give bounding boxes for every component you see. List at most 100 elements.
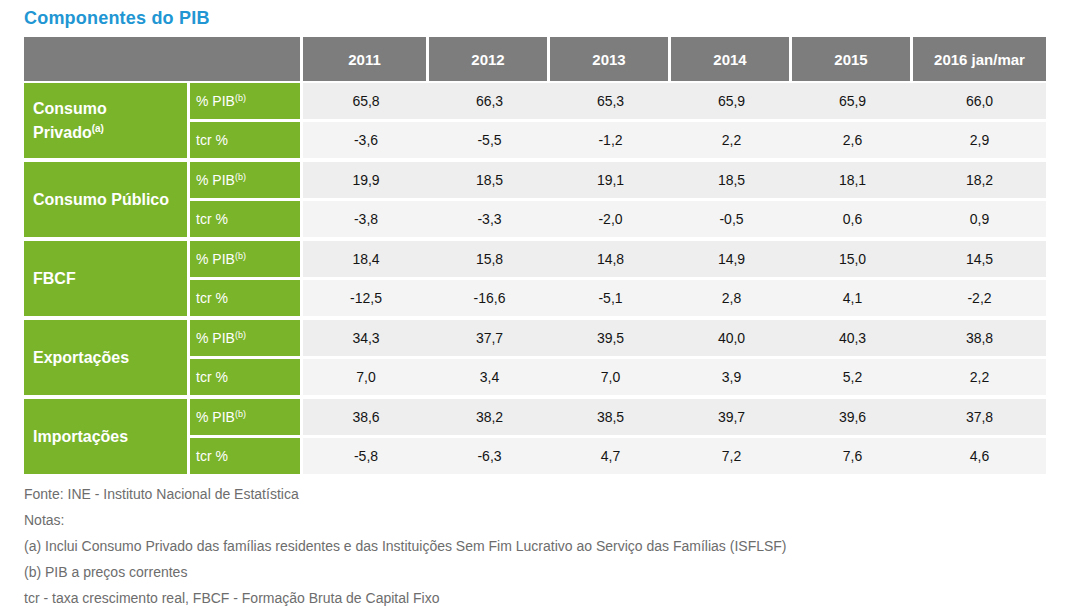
pib-row: % PIB(b)19,918,519,118,518,118,2 bbox=[190, 162, 1046, 198]
value-cell: 18,2 bbox=[913, 162, 1046, 198]
value-cell: 19,1 bbox=[550, 162, 671, 198]
column-header-2016: 2016 jan/mar bbox=[913, 37, 1046, 81]
pib-row: % PIB(b)65,866,365,365,965,966,0 bbox=[190, 83, 1046, 119]
note-tcr: tcr - taxa crescimento real, FBCF - Form… bbox=[24, 590, 1070, 606]
data-row-values: 18,415,814,814,915,014,5 bbox=[303, 241, 1046, 277]
source-note: Fonte: INE - Instituto Nacional de Estat… bbox=[24, 486, 1070, 502]
metric-label: % PIB bbox=[196, 409, 235, 425]
category-cell: Consumo Público bbox=[24, 162, 187, 237]
value-cell: -3,8 bbox=[303, 201, 429, 237]
metric-label: tcr % bbox=[196, 369, 228, 385]
category-label: Importações bbox=[33, 425, 128, 448]
value-cell: -5,8 bbox=[303, 438, 429, 474]
value-cell: 2,2 bbox=[671, 122, 792, 158]
value-cell: 19,9 bbox=[303, 162, 429, 198]
footnotes: Fonte: INE - Instituto Nacional de Estat… bbox=[24, 486, 1070, 606]
tcr-row: tcr % -5,8-6,34,77,27,64,6 bbox=[190, 438, 1046, 474]
value-cell: -2,2 bbox=[913, 280, 1046, 316]
note-b: (b) PIB a preços correntes bbox=[24, 564, 1070, 580]
metric-footnote-ref: (b) bbox=[235, 93, 246, 103]
value-cell: 7,0 bbox=[550, 359, 671, 395]
value-cell: -12,5 bbox=[303, 280, 429, 316]
metric-label: % PIB bbox=[196, 172, 235, 188]
value-cell: -3,6 bbox=[303, 122, 429, 158]
value-cell: -0,5 bbox=[671, 201, 792, 237]
pib-row: % PIB(b)18,415,814,814,915,014,5 bbox=[190, 241, 1046, 277]
metric-label: % PIB bbox=[196, 330, 235, 346]
column-header-2011: 2011 bbox=[303, 37, 426, 81]
value-cell: 2,8 bbox=[671, 280, 792, 316]
column-header-2015: 2015 bbox=[792, 37, 910, 81]
value-cell: -5,5 bbox=[429, 122, 550, 158]
value-cell: 34,3 bbox=[303, 320, 429, 356]
value-cell: 15,0 bbox=[792, 241, 913, 277]
metric-label-cell: tcr % bbox=[190, 359, 300, 395]
value-cell: 37,8 bbox=[913, 399, 1046, 435]
value-cell: 2,2 bbox=[913, 359, 1046, 395]
data-row-values: 7,03,47,03,95,22,2 bbox=[303, 359, 1046, 395]
category-label: Consumo Privado(a) bbox=[33, 97, 181, 143]
metric-label: tcr % bbox=[196, 448, 228, 464]
metric-label-cell: tcr % bbox=[190, 201, 300, 237]
metric-label: tcr % bbox=[196, 132, 228, 148]
report-page: Componentes do PIB 2011 2012 2013 2014 2… bbox=[0, 0, 1070, 606]
value-cell: 15,8 bbox=[429, 241, 550, 277]
value-cell: 0,6 bbox=[792, 201, 913, 237]
metric-label-cell: % PIB(b) bbox=[190, 320, 300, 356]
metric-label-cell: % PIB(b) bbox=[190, 83, 300, 119]
value-cell: 65,9 bbox=[671, 83, 792, 119]
gdp-components-table: 2011 2012 2013 2014 2015 2016 jan/mar Co… bbox=[24, 37, 1046, 474]
value-cell: 2,9 bbox=[913, 122, 1046, 158]
value-cell: 38,8 bbox=[913, 320, 1046, 356]
metric-label: % PIB bbox=[196, 93, 235, 109]
column-header-2014: 2014 bbox=[671, 37, 789, 81]
table-corner-cell bbox=[24, 37, 300, 81]
data-row-values: 34,337,739,540,040,338,8 bbox=[303, 320, 1046, 356]
category-cell: Consumo Privado(a) bbox=[24, 83, 187, 158]
value-cell: 38,5 bbox=[550, 399, 671, 435]
value-cell: 39,5 bbox=[550, 320, 671, 356]
metric-footnote-ref: (b) bbox=[235, 172, 246, 182]
metric-label: tcr % bbox=[196, 211, 228, 227]
value-cell: 4,7 bbox=[550, 438, 671, 474]
value-cell: 18,1 bbox=[792, 162, 913, 198]
data-row-values: -3,8-3,3-2,0-0,50,60,9 bbox=[303, 201, 1046, 237]
data-row-values: -5,8-6,34,77,27,64,6 bbox=[303, 438, 1046, 474]
table-group: FBCF% PIB(b)18,415,814,814,915,014,5 tcr … bbox=[24, 241, 1046, 316]
metric-footnote-ref: (b) bbox=[235, 330, 246, 340]
page-title: Componentes do PIB bbox=[24, 8, 1070, 29]
value-cell: 65,3 bbox=[550, 83, 671, 119]
value-cell: 4,6 bbox=[913, 438, 1046, 474]
metric-label: tcr % bbox=[196, 290, 228, 306]
value-cell: 3,4 bbox=[429, 359, 550, 395]
metric-label-cell: tcr % bbox=[190, 280, 300, 316]
category-cell: FBCF bbox=[24, 241, 187, 316]
metric-footnote-ref: (b) bbox=[235, 409, 246, 419]
value-cell: 39,6 bbox=[792, 399, 913, 435]
value-cell: 18,5 bbox=[671, 162, 792, 198]
data-row-values: 38,638,238,539,739,637,8 bbox=[303, 399, 1046, 435]
value-cell: -1,2 bbox=[550, 122, 671, 158]
metric-label-cell: % PIB(b) bbox=[190, 241, 300, 277]
value-cell: 14,9 bbox=[671, 241, 792, 277]
value-cell: -2,0 bbox=[550, 201, 671, 237]
category-footnote-ref: (a) bbox=[92, 122, 104, 133]
value-cell: 40,3 bbox=[792, 320, 913, 356]
table-group: Consumo Público% PIB(b)19,918,519,118,51… bbox=[24, 162, 1046, 237]
data-row-values: -3,6-5,5-1,22,22,62,9 bbox=[303, 122, 1046, 158]
pib-row: % PIB(b)34,337,739,540,040,338,8 bbox=[190, 320, 1046, 356]
value-cell: 7,0 bbox=[303, 359, 429, 395]
value-cell: 37,7 bbox=[429, 320, 550, 356]
value-cell: 4,1 bbox=[792, 280, 913, 316]
value-cell: 65,8 bbox=[303, 83, 429, 119]
metric-label-cell: % PIB(b) bbox=[190, 162, 300, 198]
table-group: Consumo Privado(a)% PIB(b)65,866,365,365… bbox=[24, 83, 1046, 158]
tcr-row: tcr % -3,6-5,5-1,22,22,62,9 bbox=[190, 122, 1046, 158]
data-row-values: 19,918,519,118,518,118,2 bbox=[303, 162, 1046, 198]
value-cell: 38,2 bbox=[429, 399, 550, 435]
category-cell: Exportações bbox=[24, 320, 187, 395]
metric-label-cell: % PIB(b) bbox=[190, 399, 300, 435]
value-cell: 14,8 bbox=[550, 241, 671, 277]
value-cell: 66,3 bbox=[429, 83, 550, 119]
tcr-row: tcr %-12,5-16,6-5,12,84,1-2,2 bbox=[190, 280, 1046, 316]
